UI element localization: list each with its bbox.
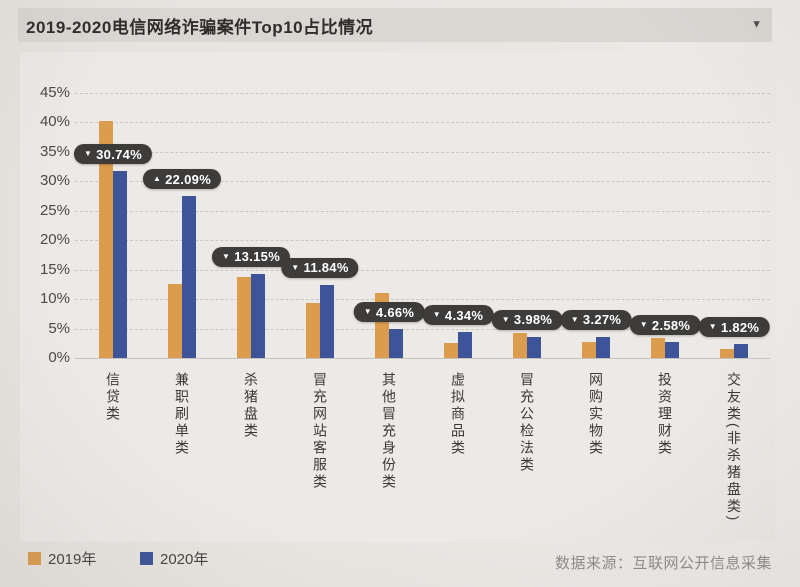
trend-down-icon: ▼ — [432, 310, 441, 320]
x-axis-category-label: 虚拟商品类 — [450, 372, 466, 457]
y-axis-tick-label: 5% — [48, 319, 70, 337]
data-label: ▲ 22.09% — [142, 169, 222, 190]
data-label: ▼ 11.84% — [281, 257, 359, 278]
legend-label-2020: 2020年 — [160, 550, 209, 568]
bar-2019 — [582, 342, 596, 358]
legend-item-2019: 2019年 — [28, 550, 97, 568]
gridline — [75, 240, 770, 242]
x-axis-category-label: 投资理财类 — [657, 372, 673, 457]
bar-2020 — [251, 273, 265, 358]
y-axis-tick-label: 10% — [39, 290, 70, 308]
x-axis-category-label: 交友类(非杀猪盘类) — [726, 372, 742, 524]
trend-up-icon: ▲ — [152, 174, 162, 184]
data-label-value: 1.82% — [720, 319, 760, 335]
chart-panel — [20, 52, 775, 542]
bar-2020 — [182, 196, 196, 358]
data-label-value: 3.98% — [513, 312, 553, 328]
y-axis-tick-label: 40% — [39, 113, 70, 131]
bar-2019 — [651, 337, 665, 358]
gridline — [75, 299, 770, 301]
data-label: ▼ 13.15% — [211, 246, 291, 267]
trend-down-icon: ▼ — [570, 314, 579, 324]
bar-2019 — [237, 277, 251, 358]
y-axis-tick-label: 45% — [39, 84, 70, 101]
gridline — [75, 210, 770, 212]
data-label-value: 4.66% — [375, 304, 415, 320]
bar-2019 — [444, 343, 458, 358]
trend-down-icon: ▼ — [363, 307, 372, 317]
bar-2020 — [320, 284, 334, 358]
y-axis-tick-label: 30% — [39, 172, 70, 190]
data-label: ▼ 3.27% — [560, 309, 632, 330]
legend-swatch-2019 — [28, 551, 41, 565]
trend-down-icon: ▼ — [708, 322, 717, 332]
x-axis-category-label: 冒充网站客服类 — [312, 372, 328, 491]
data-label: ▼ 4.34% — [422, 305, 494, 326]
bar-2019 — [168, 284, 182, 358]
bar-2020 — [596, 336, 610, 358]
data-label-value: 3.27% — [582, 312, 622, 328]
bar-2020 — [113, 171, 127, 358]
data-label-value: 4.34% — [444, 307, 484, 323]
legend-swatch-2020 — [140, 551, 153, 565]
trend-down-icon: ▼ — [221, 251, 231, 261]
y-axis-tick-label: 15% — [39, 260, 70, 278]
bar-2019 — [306, 303, 320, 358]
bar-2019 — [513, 333, 527, 358]
trend-down-icon: ▼ — [83, 149, 93, 159]
legend-item-2020: 2020年 — [140, 550, 209, 568]
y-axis-tick-label: 25% — [39, 201, 70, 219]
x-axis-category-label: 冒充公检法类 — [519, 372, 535, 474]
y-axis-tick-label: 20% — [39, 231, 70, 249]
bar-2020 — [458, 332, 472, 358]
bar-2020 — [665, 342, 679, 358]
trend-down-icon: ▼ — [501, 314, 510, 324]
legend-label-2019: 2019年 — [48, 550, 97, 568]
data-label: ▼ 2.58% — [629, 315, 701, 336]
x-axis-category-label: 网购实物类 — [588, 372, 604, 457]
gridline — [75, 358, 770, 359]
trend-down-icon: ▼ — [639, 320, 648, 330]
chevron-down-icon[interactable]: ▼ — [751, 18, 762, 31]
bar-2020 — [527, 336, 541, 358]
y-axis-tick-label: 35% — [39, 142, 70, 160]
data-label-value: 11.84% — [303, 260, 349, 276]
x-axis-category-label: 兼职刷单类 — [174, 372, 190, 457]
data-label-value: 22.09% — [165, 171, 212, 187]
data-label-value: 30.74% — [96, 146, 143, 162]
title-bar: 2019-2020电信网络诈骗案件Top10占比情况 ▼ — [18, 8, 772, 42]
data-label: ▼ 3.98% — [491, 309, 563, 330]
gridline — [75, 93, 770, 94]
x-axis-category-label: 杀猪盘类 — [243, 372, 259, 440]
bar-2020 — [389, 329, 403, 358]
gridline — [75, 122, 770, 124]
gridline — [75, 269, 770, 271]
data-label: ▼ 1.82% — [698, 317, 770, 338]
y-axis-tick-label: 0% — [48, 349, 70, 366]
gridline — [75, 181, 770, 183]
data-source-note: 数据来源：互联网公开信息采集 — [554, 555, 772, 572]
x-axis-category-label: 信贷类 — [105, 372, 121, 423]
data-label-value: 2.58% — [651, 317, 691, 333]
x-axis-category-label: 其他冒充身份类 — [381, 372, 397, 491]
data-label: ▼ 4.66% — [353, 302, 425, 323]
data-label-value: 13.15% — [234, 249, 281, 265]
trend-down-icon: ▼ — [291, 262, 300, 272]
bar-2019 — [99, 120, 113, 358]
bar-2020 — [734, 344, 748, 358]
bar-2019 — [720, 348, 734, 358]
gridline — [75, 151, 770, 153]
data-label: ▼ 30.74% — [73, 144, 153, 165]
page-title: 2019-2020电信网络诈骗案件Top10占比情况 — [26, 17, 374, 37]
gridline — [75, 328, 770, 330]
